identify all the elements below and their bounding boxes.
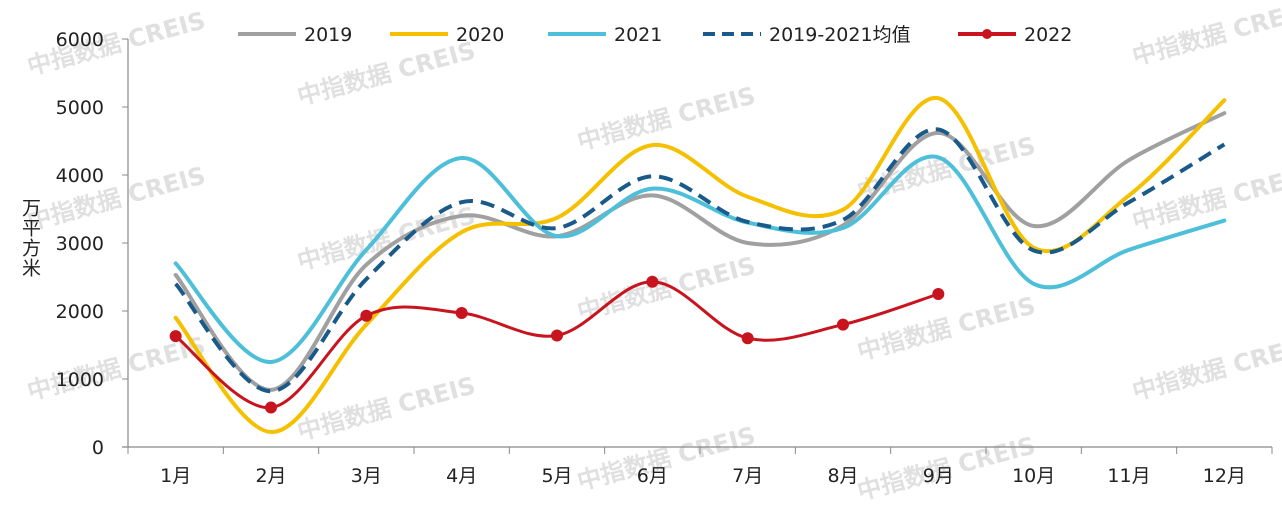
axes: 0 1000 2000 3000 4000 5000 6000 1月 2月 3月 4月 5月 6月 7月 8… <box>56 29 1273 487</box>
y-axis-label: 万平方米 <box>19 198 41 278</box>
y-tick-label: 5000 <box>56 97 104 119</box>
watermark: 中指数据 CREIS <box>24 161 208 235</box>
series-2019-2021-line <box>174 127 1226 394</box>
legend-label: 2019 <box>304 24 352 46</box>
x-tick-label: 7月 <box>732 465 763 487</box>
legend-marker <box>982 29 992 39</box>
series-2022-point <box>837 318 849 331</box>
y-tick-label: 0 <box>92 437 104 459</box>
x-tick-label: 10月 <box>1012 465 1055 487</box>
y-tick-label: 2000 <box>56 301 104 323</box>
series-2022-point <box>360 309 373 322</box>
x-tick-label: 8月 <box>827 465 858 487</box>
y-tick-label: 3000 <box>56 233 104 255</box>
watermarks: 中指数据 CREIS 中指数据 CREIS 中指数据 CREIS 中指数据 CREIS… <box>24 0 1282 506</box>
series-2022-line <box>174 280 940 410</box>
x-tick-label: 4月 <box>446 465 477 487</box>
watermark: 中指数据 CREIS <box>1129 0 1282 71</box>
watermark: 中指数据 CREIS <box>294 371 478 445</box>
x-tick-label: 1月 <box>160 465 191 487</box>
x-tick-label: 3月 <box>351 465 382 487</box>
series-2022-point <box>932 288 945 300</box>
series-2022-point <box>169 330 182 343</box>
x-tick-label: 6月 <box>637 465 668 487</box>
series-2022-point <box>741 332 754 345</box>
series-2022-point <box>551 329 563 342</box>
legend-label: 2019-2021均值 <box>769 24 911 46</box>
series-group <box>169 96 1227 435</box>
legend-label: 2020 <box>456 24 504 46</box>
series-2022-point <box>455 307 468 320</box>
x-tick-label: 11月 <box>1107 465 1150 487</box>
series-2021-line <box>173 154 1227 365</box>
legend-label: 2021 <box>614 24 662 46</box>
x-tick-label: 5月 <box>541 465 572 487</box>
watermark: 中指数据 CREIS <box>294 36 478 110</box>
watermark: 中指数据 CREIS <box>574 251 758 325</box>
series-2020-line <box>173 96 1227 435</box>
y-tick-label: 1000 <box>56 369 104 391</box>
x-tick-label: 2月 <box>255 465 286 487</box>
series-2022-point <box>265 401 277 414</box>
y-tick-label: 4000 <box>56 165 104 187</box>
watermark: 中指数据 CREIS <box>854 291 1038 365</box>
watermark: 中指数据 CREIS <box>24 6 208 80</box>
watermark: 中指数据 CREIS <box>1129 331 1282 405</box>
x-tick-label: 12月 <box>1203 465 1246 487</box>
series-2019-line <box>173 111 1227 392</box>
x-tick-label: 9月 <box>923 465 954 487</box>
series-2022-point <box>646 275 659 288</box>
legend: 2019 2020 2021 2019-2021均值 2022 <box>238 24 1072 46</box>
legend-label: 2022 <box>1024 24 1072 46</box>
y-tick-label: 6000 <box>56 29 104 51</box>
